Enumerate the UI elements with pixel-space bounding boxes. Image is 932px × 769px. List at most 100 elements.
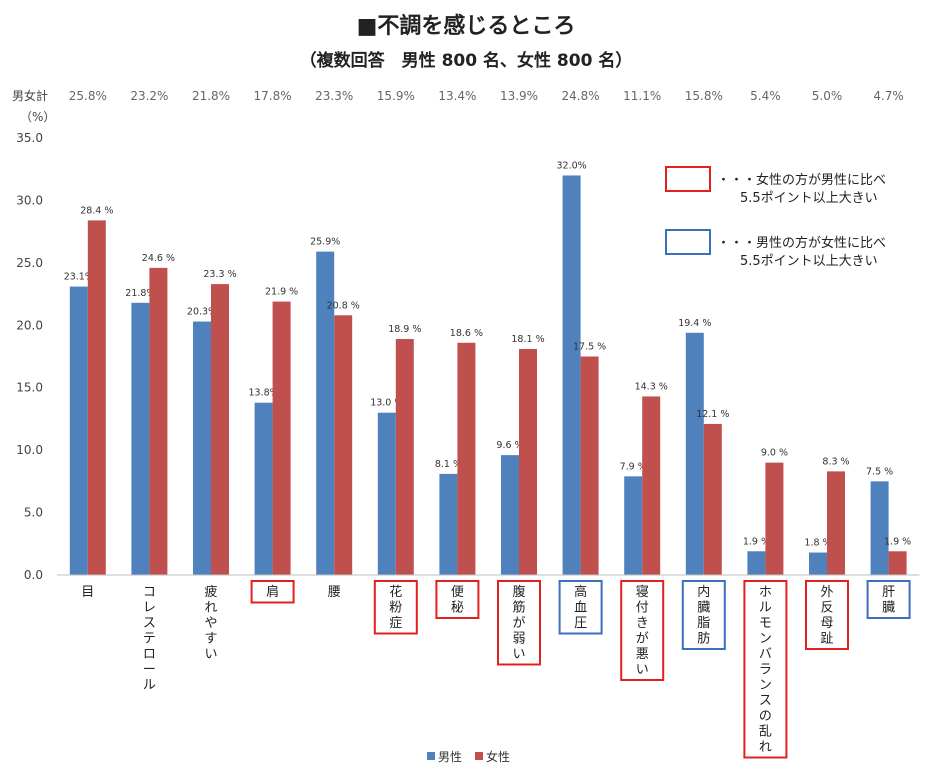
data-label-female: 17.5 % <box>573 342 606 353</box>
data-label-male: 13.0 % <box>370 398 403 409</box>
category-label-char: 圧 <box>574 616 587 631</box>
bar-female <box>87 220 106 576</box>
y-tick-label: 5.0 <box>24 506 43 520</box>
bar-female <box>211 284 229 575</box>
data-label-male: 21.8% <box>125 288 155 299</box>
y-tick-label: 25.0 <box>16 256 43 270</box>
data-label-female: 14.3 % <box>635 381 668 392</box>
category-label-char: ス <box>759 694 772 709</box>
total-value: 5.0% <box>812 89 843 103</box>
category-label-char: ホ <box>759 585 772 600</box>
key-text-male-line1: ・・・男性の方が女性に比べ <box>717 235 886 251</box>
category-label-char: 臓 <box>882 601 895 616</box>
highlight-box-female <box>620 580 665 681</box>
bar-male <box>131 302 150 575</box>
y-tick-label: 20.0 <box>16 318 43 332</box>
category-label-char: ス <box>143 616 156 631</box>
data-label-male: 32.0% <box>557 160 587 171</box>
bar-male <box>809 552 827 575</box>
data-label-female: 24.6 % <box>142 253 175 264</box>
data-label-male: 25.9% <box>310 237 340 248</box>
bar-female <box>149 267 168 575</box>
category-label-char: き <box>636 616 649 631</box>
category-label-char: 花 <box>389 584 402 600</box>
category-label-char: テ <box>143 632 156 647</box>
key-swatch-male <box>665 229 711 255</box>
bar-male <box>439 473 458 575</box>
data-label-male: 23.1% <box>64 272 94 283</box>
data-label-female: 1.9 % <box>884 536 911 547</box>
category-label-char: い <box>512 647 525 662</box>
category-label-char: 肩 <box>266 584 279 600</box>
bar-male <box>316 251 335 575</box>
data-label-male: 8.1 % <box>435 459 462 470</box>
key-text-female-line2: 5.5ポイント以上大きい <box>740 191 878 206</box>
category-label-char: い <box>204 647 217 662</box>
data-label-male: 7.9 % <box>620 461 647 472</box>
category-label-char: が <box>636 632 649 647</box>
bar-male <box>562 175 581 575</box>
data-label-male: 19.4 % <box>678 318 711 329</box>
bar-male <box>685 332 704 575</box>
y-tick-label: 10.0 <box>16 443 43 457</box>
category-label-char: レ <box>143 601 156 616</box>
category-label-char: ン <box>759 632 772 647</box>
data-label-male: 7.5 % <box>866 466 893 477</box>
y-tick-label: 15.0 <box>16 381 43 395</box>
data-label-female: 18.6 % <box>450 328 483 339</box>
bar-female <box>580 356 599 575</box>
category-label-char: が <box>512 616 525 631</box>
category-label-char: 母 <box>820 616 833 631</box>
highlight-box-male <box>681 580 726 650</box>
bar-female <box>272 301 291 575</box>
data-label-female: 18.9 % <box>388 324 421 335</box>
category-label-char: す <box>204 632 217 647</box>
category-label-char: ル <box>143 678 156 693</box>
highlight-box-female <box>435 580 480 619</box>
category-label-char: ン <box>759 678 772 693</box>
category-label-char: 腹 <box>512 584 525 600</box>
category-label-char: ー <box>143 663 156 678</box>
category-label-char: や <box>204 616 217 631</box>
category-label-char: 筋 <box>512 600 525 616</box>
category-label-char: い <box>636 663 649 678</box>
highlight-box-male <box>866 580 911 619</box>
total-value: 13.4% <box>438 89 476 103</box>
data-label-female: 18.1 % <box>511 334 544 345</box>
total-value: 24.8% <box>562 89 600 103</box>
category-label-char: 肝 <box>882 585 895 600</box>
category-label-char: 血 <box>574 601 587 616</box>
highlight-box-male <box>558 580 603 635</box>
highlight-box-female <box>805 580 849 650</box>
category-label-char: ル <box>759 601 772 616</box>
category-label-char: 疲 <box>204 584 217 600</box>
y-tick-label: 0.0 <box>24 568 43 582</box>
category-label-char: 便 <box>451 585 464 600</box>
total-value: 15.9% <box>377 89 415 103</box>
key-text-female-line1: ・・・女性の方が男性に比べ <box>717 172 886 188</box>
category-label-char: れ <box>204 601 217 616</box>
bar-male <box>747 551 766 575</box>
legend-label-female: 女性 <box>486 749 510 764</box>
data-label-male: 1.8 % <box>804 538 831 549</box>
chart-subtitle: （複数回答 男性 800 名、女性 800 名） <box>299 51 633 71</box>
data-label-male: 13.8% <box>249 388 279 399</box>
bar-male <box>254 402 273 575</box>
total-value: 25.8% <box>69 89 107 103</box>
bar-female <box>827 471 845 575</box>
total-value: 23.3% <box>315 89 353 103</box>
y-tick-label: 30.0 <box>16 193 43 207</box>
legend-label-male: 男性 <box>438 750 462 764</box>
bar-male <box>69 286 88 575</box>
y-axis-unit: （%） <box>20 110 55 124</box>
bar-female <box>642 396 661 575</box>
category-label-char: 高 <box>574 584 587 600</box>
category-label-char: ロ <box>143 647 156 662</box>
data-label-male: 9.6 % <box>496 440 523 451</box>
bar-female <box>888 551 907 575</box>
total-row-label: 男女計 <box>12 88 48 103</box>
category-label-char: 秘 <box>451 601 464 616</box>
bar-male <box>193 321 211 575</box>
highlight-box-female <box>250 580 295 604</box>
